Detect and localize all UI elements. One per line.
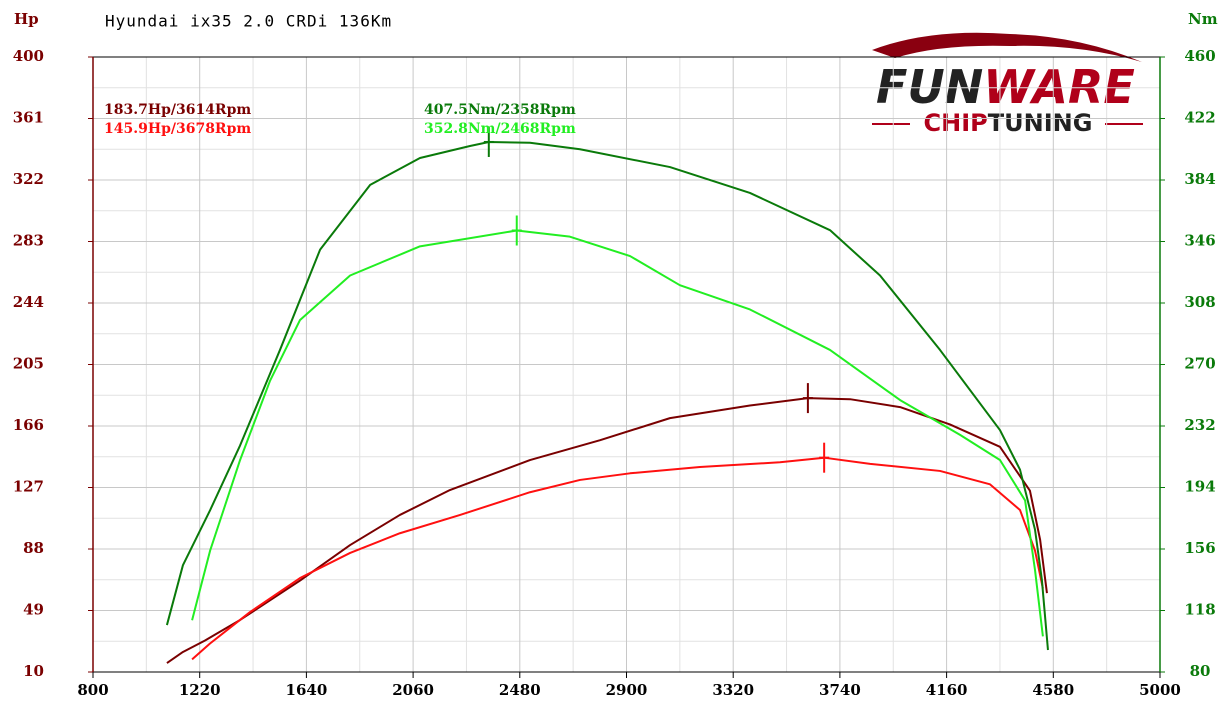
y-tick-label: 49 bbox=[23, 601, 44, 619]
series-line bbox=[165, 140, 1049, 651]
y2-tick-label: 346 bbox=[1184, 232, 1215, 250]
logo: FUNWARE CHIPTUNING bbox=[872, 32, 1143, 137]
annotation: 407.5Nm/2358Rpm bbox=[424, 102, 576, 118]
y-tick-label: 322 bbox=[13, 170, 44, 188]
logo-subtext: CHIPTUNING bbox=[924, 109, 1093, 137]
x-tick-label: 3320 bbox=[712, 681, 754, 699]
annotation: 145.9Hp/3678Rpm bbox=[104, 121, 251, 137]
logo-text: FUNWARE bbox=[876, 60, 1135, 114]
y-tick-label: 10 bbox=[23, 662, 44, 680]
annotation: 183.7Hp/3614Rpm bbox=[104, 102, 251, 118]
series-line bbox=[191, 456, 1044, 661]
y2-axis-label: Nm bbox=[1188, 10, 1218, 28]
y2-tick-label: 156 bbox=[1184, 539, 1215, 557]
y-tick-label: 361 bbox=[13, 109, 44, 127]
plot: 800 1220 1640 2060 2480 2900 3320 3740 4160 4580 5… bbox=[13, 47, 1216, 699]
annotation: 352.8Nm/2468Rpm bbox=[424, 121, 576, 137]
x-tick-label: 4580 bbox=[1032, 681, 1074, 699]
y2-tick-label: 80 bbox=[1190, 662, 1211, 680]
y-tick-label: 88 bbox=[23, 539, 44, 557]
logo-swoosh bbox=[872, 32, 1142, 62]
y-axis-label: Hp bbox=[14, 10, 39, 28]
y-tick-label: 166 bbox=[13, 416, 44, 434]
x-tick-label: 4160 bbox=[926, 681, 968, 699]
x-tick-label: 2900 bbox=[606, 681, 648, 699]
y2-tick-label: 460 bbox=[1184, 47, 1215, 65]
chart-title: Hyundai ix35 2.0 CRDi 136Km bbox=[105, 12, 392, 31]
x-tick-label: 3740 bbox=[819, 681, 861, 699]
y2-tick-label: 118 bbox=[1184, 601, 1215, 619]
series-line bbox=[191, 229, 1044, 637]
y-tick-label: 127 bbox=[13, 478, 44, 496]
y2-tick-label: 194 bbox=[1184, 478, 1215, 496]
y2-tick-label: 422 bbox=[1184, 109, 1215, 127]
x-tick-label: 2480 bbox=[499, 681, 541, 699]
y-tick-label: 244 bbox=[13, 293, 44, 311]
y-tick-label: 400 bbox=[13, 47, 44, 65]
series-line bbox=[166, 397, 1048, 664]
x-tick-label: 1640 bbox=[286, 681, 328, 699]
x-tick-label: 1220 bbox=[179, 681, 221, 699]
y-tick-label: 283 bbox=[13, 232, 44, 250]
y-tick-label: 205 bbox=[13, 355, 44, 373]
x-tick-label: 800 bbox=[77, 681, 108, 699]
y2-tick-label: 232 bbox=[1184, 416, 1215, 434]
x-tick-label: 5000 bbox=[1139, 681, 1181, 699]
y2-tick-label: 384 bbox=[1184, 170, 1215, 188]
x-tick-label: 2060 bbox=[392, 681, 434, 699]
y2-tick-label: 270 bbox=[1184, 355, 1215, 373]
y2-tick-label: 308 bbox=[1184, 293, 1215, 311]
